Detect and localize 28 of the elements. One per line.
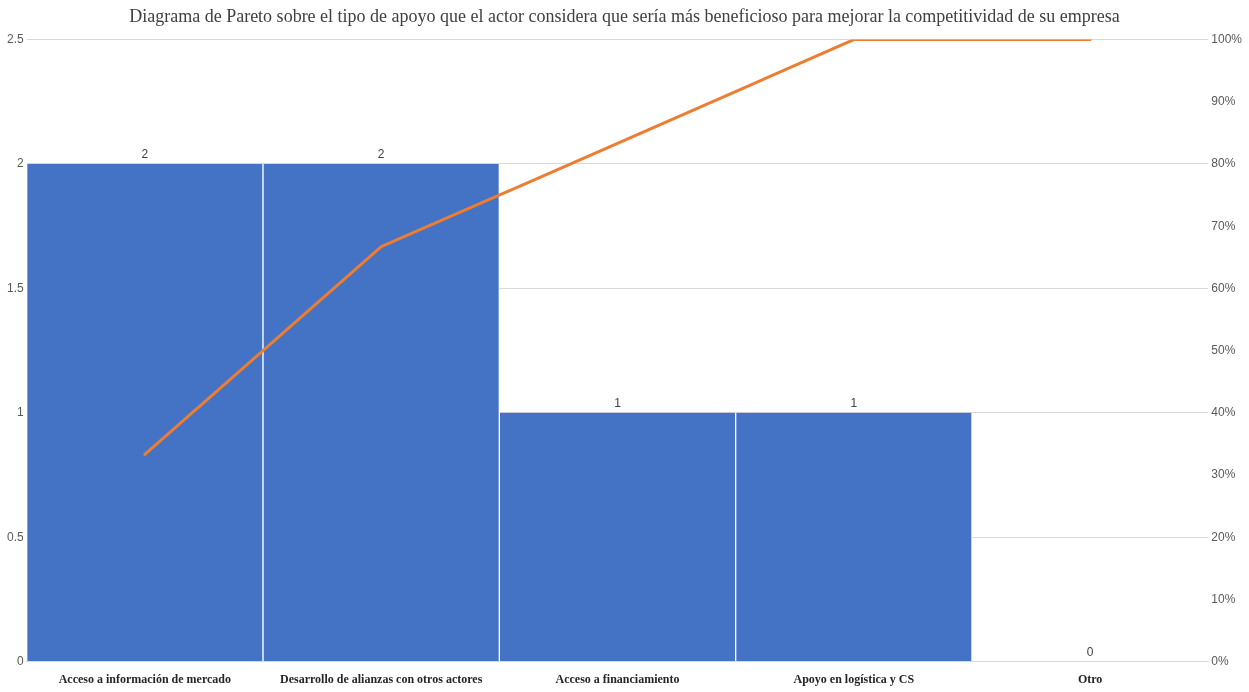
y2-tick-label: 90% (1211, 94, 1236, 109)
y-tick-label: 0 (16, 653, 24, 668)
y2-tick-label: 40% (1211, 405, 1236, 420)
y2-tick-label: 80% (1211, 156, 1236, 171)
y2-tick-label: 60% (1211, 280, 1236, 295)
y2-tick-label: 70% (1211, 218, 1236, 233)
data-label: 2 (377, 147, 385, 162)
x-tick-label: Desarrollo de alianzas con otros actores (280, 671, 483, 686)
x-tick-label: Acceso a información de mercado (58, 671, 232, 686)
y2-tick-label: 0% (1211, 653, 1229, 668)
y-tick-label: 0.5 (6, 529, 24, 544)
x-tick-label: Otro (1077, 671, 1103, 686)
y-tick-label: 2.5 (6, 31, 24, 46)
y-tick-label: 1 (16, 405, 24, 420)
y2-tick-label: 50% (1211, 342, 1236, 357)
data-label: 1 (850, 396, 858, 411)
y2-tick-label: 30% (1211, 467, 1236, 482)
x-tick-label: Apoyo en logística y CS (793, 671, 915, 686)
y-tick-label: 1.5 (6, 280, 24, 295)
data-label: 1 (614, 396, 622, 411)
y-tick-label: 2 (16, 156, 24, 171)
x-tick-label: Acceso a financiamiento (555, 671, 680, 686)
y2-tick-label: 20% (1211, 529, 1236, 544)
y2-tick-label: 10% (1211, 591, 1236, 606)
y2-tick-label: 100% (1211, 31, 1243, 46)
data-label: 2 (141, 147, 149, 162)
data-label: 0 (1086, 644, 1094, 659)
chart-title: Diagrama de Pareto sobre el tipo de apoyo que el actor considera que sería más beneficioso para mejorar la competitividad de su empresa (129, 5, 1120, 26)
